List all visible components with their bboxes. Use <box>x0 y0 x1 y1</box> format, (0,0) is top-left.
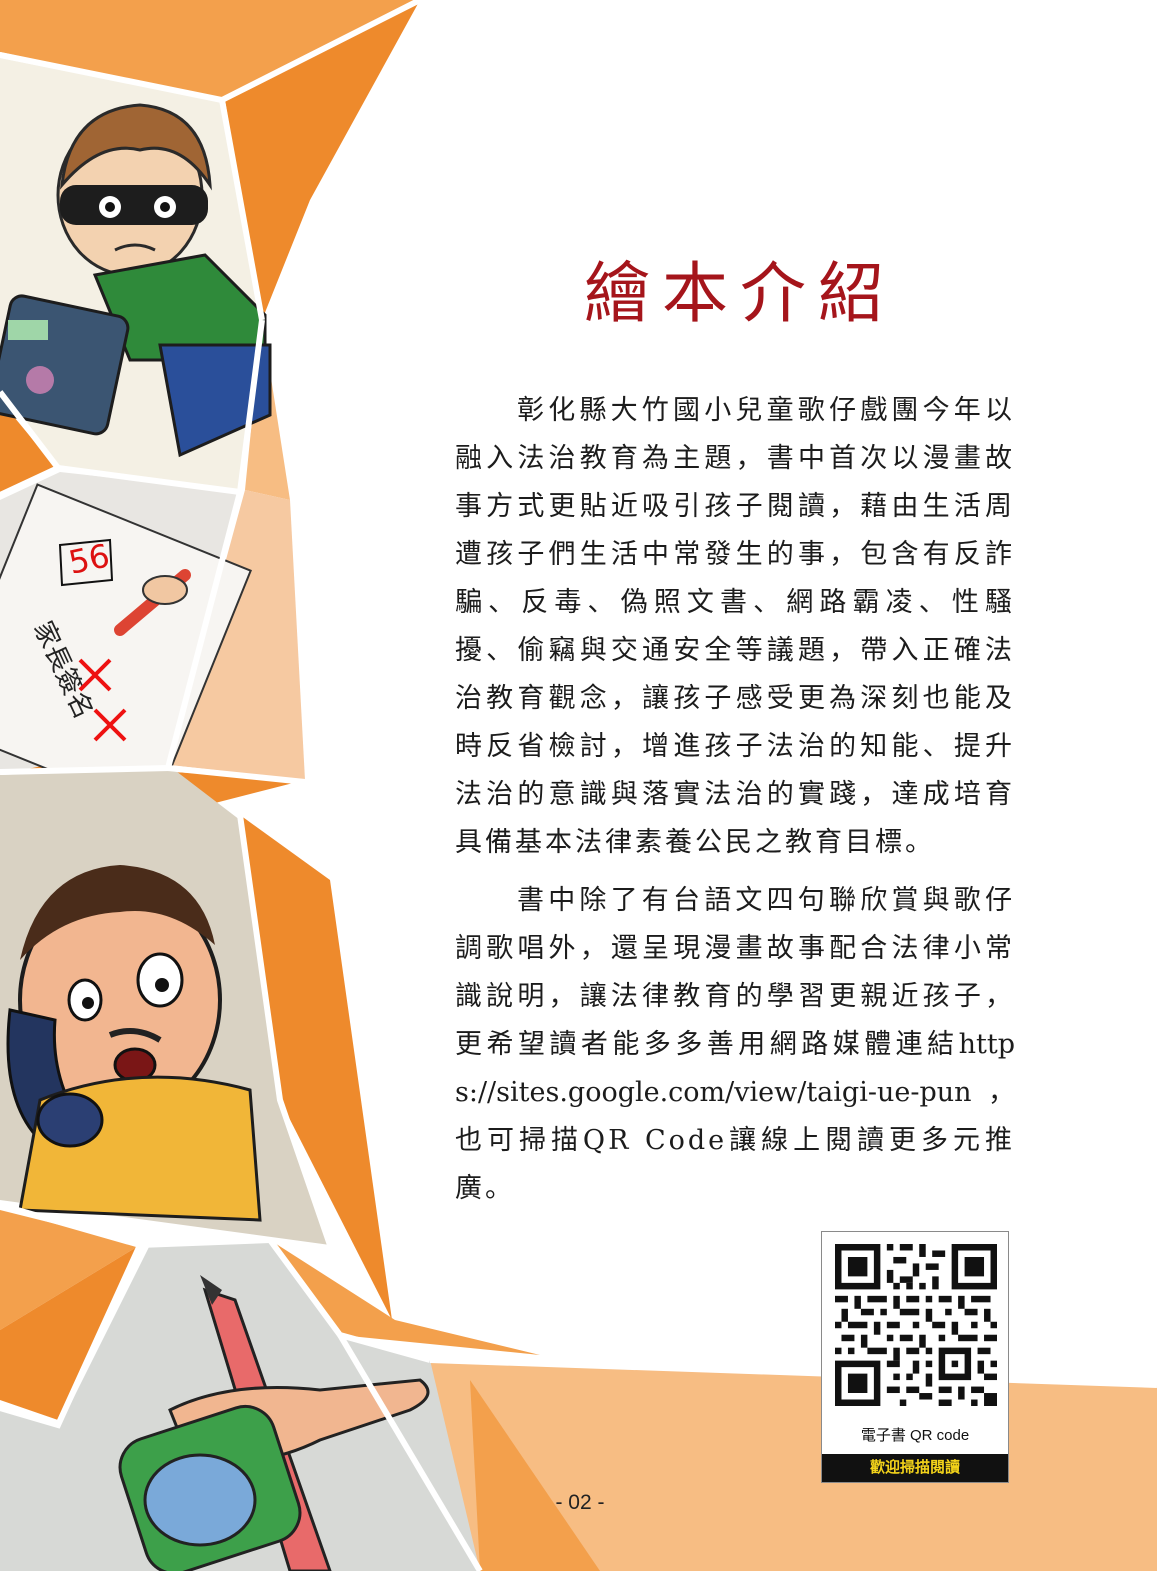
orange-facet-top-right <box>225 0 420 320</box>
intro-text: 彰化縣大竹國小兒童歌仔戲團今年以融入法治教育為主題，書中首次以漫畫故事方式更貼近… <box>455 387 1015 1223</box>
pen-icon <box>118 1275 430 1571</box>
qr-label: 電子書 QR code <box>860 1427 970 1444</box>
thief-icon <box>0 103 272 458</box>
paragraph-2-closing: 也可掃描QR Code讓線上閱讀更多元推廣。 <box>455 1125 1015 1204</box>
page-title: 繪本介紹 <box>584 255 896 332</box>
orange-facet-top <box>0 0 420 100</box>
test-paper: 56 家長簽名 <box>0 483 252 814</box>
orange-facet-bottom-right <box>270 1240 540 1355</box>
intro-paragraph-1: 彰化縣大竹國小兒童歌仔戲團今年以融入法治教育為主題，書中首次以漫畫故事方式更貼近… <box>455 395 1015 858</box>
qr-banner: 歡迎掃描閱讀 <box>822 1454 1008 1482</box>
orange-facet-left <box>0 400 58 492</box>
orange-facet-lower <box>0 1210 140 1330</box>
page-number: - 02 - <box>555 1491 605 1514</box>
orange-facet-right-mid <box>240 815 392 1320</box>
orange-facet-lower-2 <box>0 1245 140 1420</box>
intro-paragraph-2: 書中除了有台語文四句聯欣賞與歌仔調歌唱外，還呈現漫畫故事配合法律小常識說明，讓法… <box>455 877 1015 1213</box>
qr-code-icon[interactable] <box>835 1244 997 1406</box>
qr-card: 電子書 QR code 歡迎掃描閱讀 <box>821 1231 1009 1483</box>
website-link[interactable]: https://sites.google.com/view/taigi-ue-p… <box>455 1029 1015 1108</box>
peach-facet-right-2 <box>170 490 305 780</box>
orange-facet-bottom-left <box>470 1380 600 1571</box>
paragraph-2-text: 書中除了有台語文四句聯欣賞與歌仔調歌唱外，還呈現漫畫故事配合法律小常識說明，讓法… <box>455 885 1015 1060</box>
phone-icon <box>6 865 262 1222</box>
